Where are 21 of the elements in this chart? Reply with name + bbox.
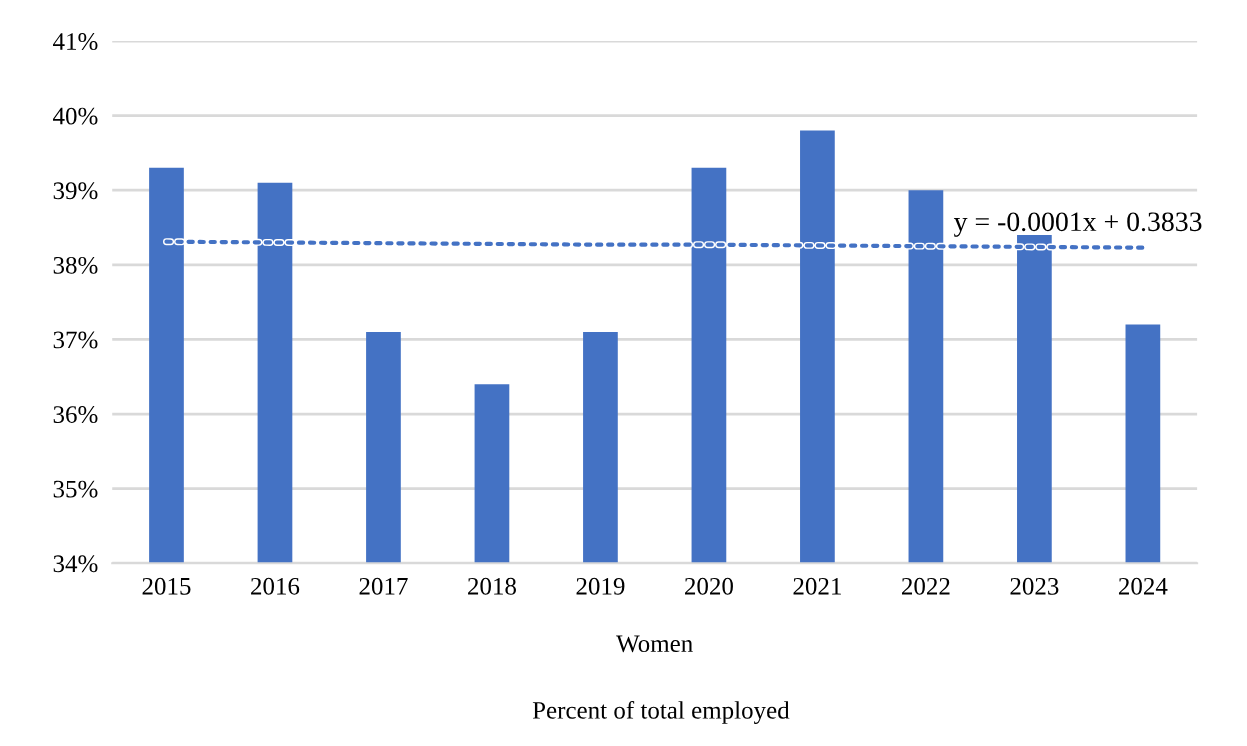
y-tick-label: 36% [53,406,98,424]
y-tick-label: 37% [53,331,98,349]
x-tick-label: 2019 [576,577,625,595]
text: Percent of total employed [532,700,790,724]
annotation: y = -0.0001x + 0.3833 [953,212,1202,237]
x-tick-label: 2018 [468,577,516,595]
x-tick-label: 2021 [793,577,841,595]
x-tick-label: 2022 [902,577,950,595]
x-tick-label: 2016 [251,577,300,595]
y-tick-label: 40% [53,107,98,125]
y-tick-label: 35% [53,480,98,498]
x-tick-label: 2020 [685,577,733,595]
x-tick-label: 2015 [142,577,191,595]
y-tick-label: 34% [53,555,98,573]
y-tick-label: 38% [53,256,98,274]
x-axis-title: Women [616,635,693,653]
x-tick-label: 2017 [359,577,408,595]
y-tick-label: 39% [53,182,98,200]
x-tick-label: 2023 [1010,577,1059,595]
x-tick-label: 2024 [1118,577,1168,595]
y-tick-label: 41% [53,33,98,51]
